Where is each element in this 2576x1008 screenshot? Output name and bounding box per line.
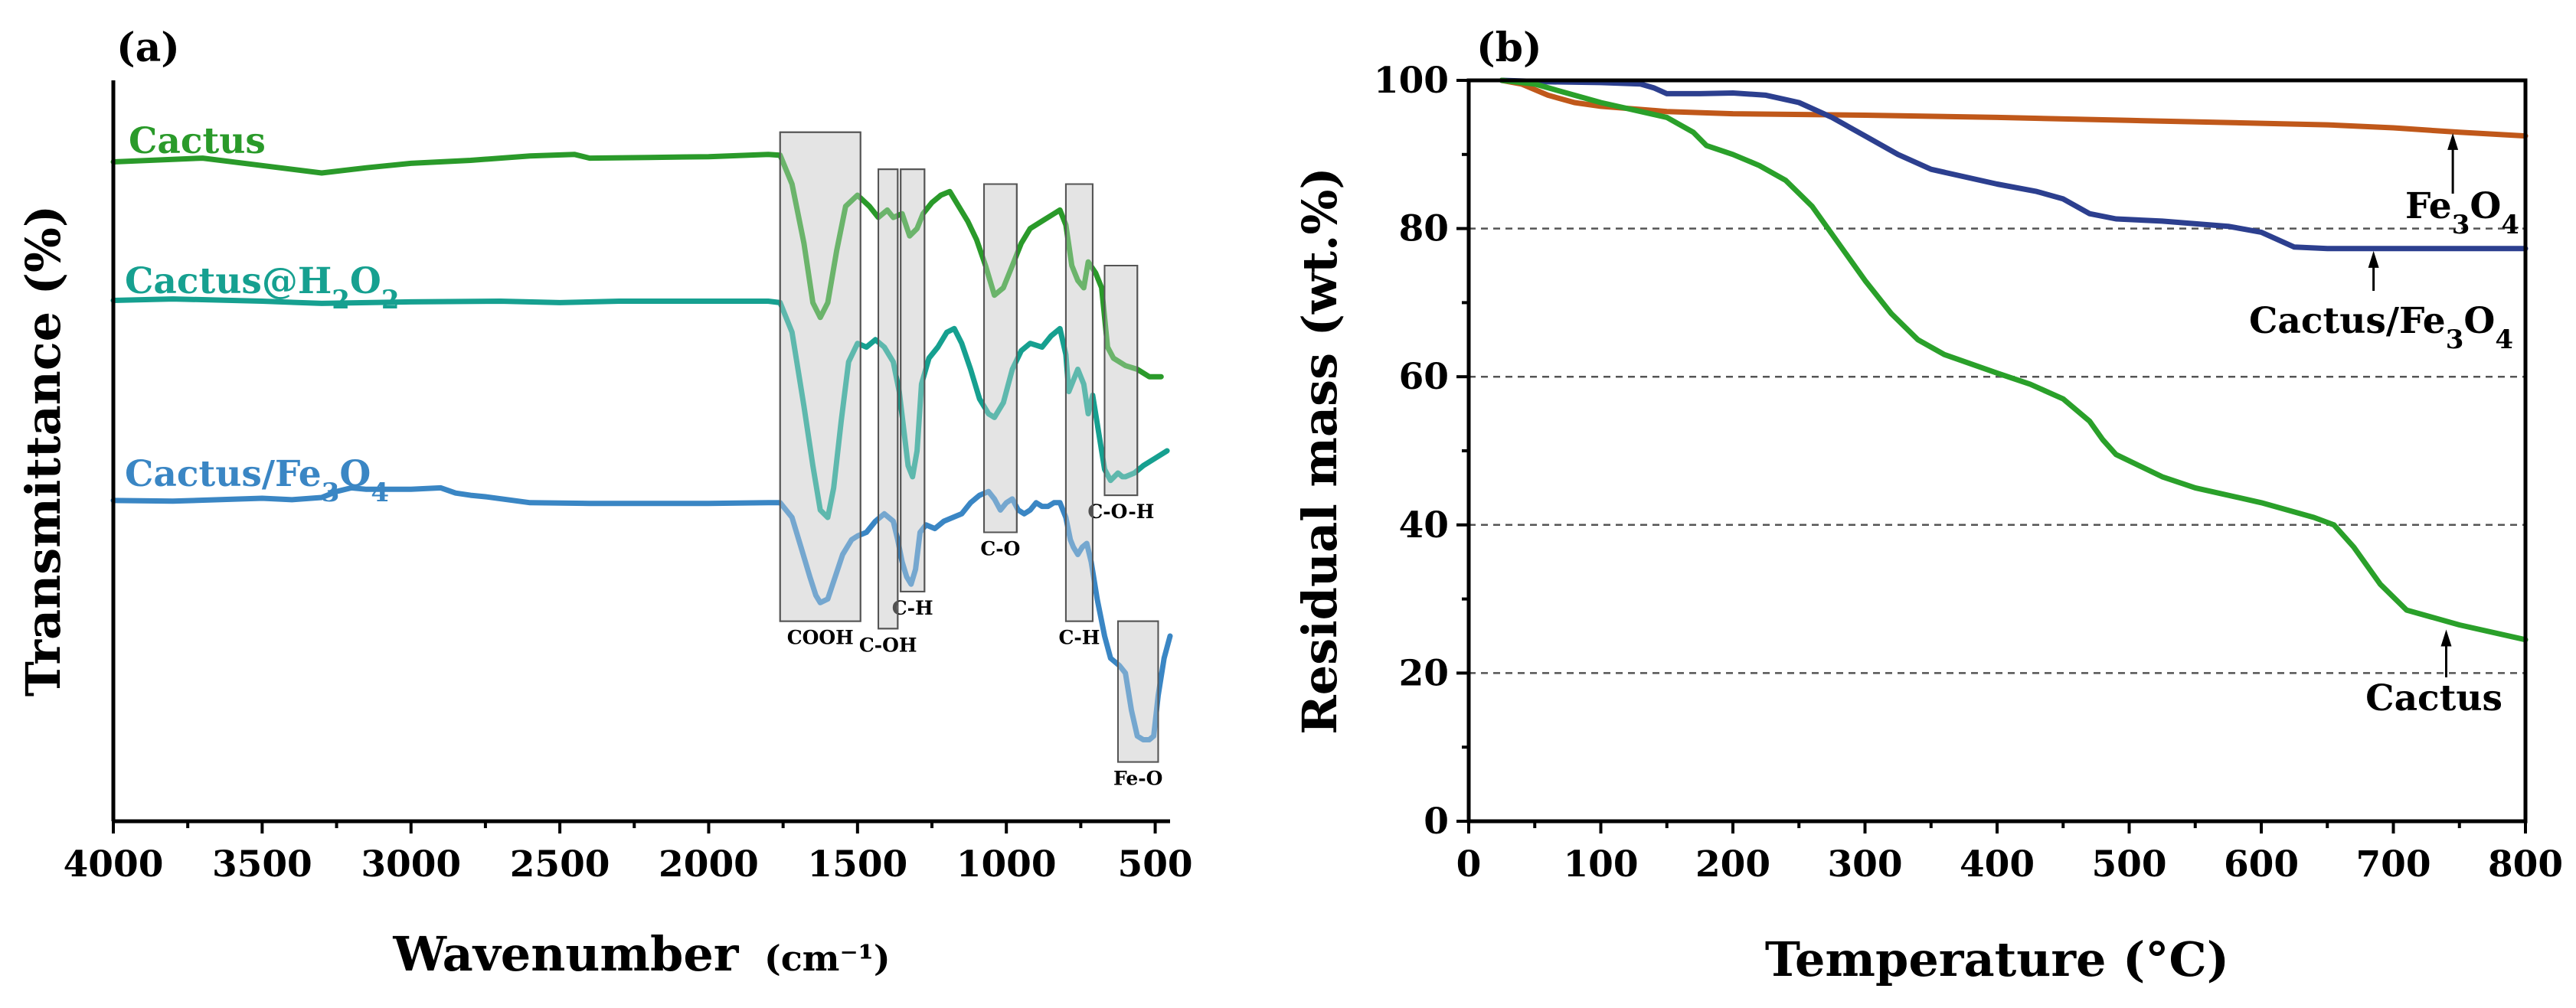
band-label: C-OH xyxy=(859,634,917,656)
y-tick-label: 60 xyxy=(1399,356,1449,398)
y-tick-label: 80 xyxy=(1399,208,1449,250)
ftir-series-label-part: Cactus@H xyxy=(125,260,332,302)
band-label: Fe-O xyxy=(1113,768,1162,790)
tga-series-label-part: 4 xyxy=(2495,325,2513,355)
tga-series-label-part: 3 xyxy=(2446,325,2464,355)
y-tick-label: 40 xyxy=(1399,504,1449,546)
x-tick-label: 2000 xyxy=(659,843,759,886)
tga-series-label-part: 3 xyxy=(2452,210,2470,240)
y-tick-label: 0 xyxy=(1424,801,1449,843)
tga-series-label: Fe3O4 xyxy=(2405,185,2519,240)
ftir-series-label-part: 2 xyxy=(332,285,350,315)
ftir-series-line xyxy=(110,484,1173,742)
tga-series-label-part: Cactus/Fe xyxy=(2249,300,2446,342)
band-overlay xyxy=(1116,620,1159,763)
tga-series-line xyxy=(1499,77,2529,252)
band-labels: COOH C-OH C-H C-O C-H C-O-H Fe-O xyxy=(779,131,1162,790)
ftir-series-label-part: Cactus/Fe xyxy=(125,453,322,495)
x-tick-label: 2500 xyxy=(510,843,610,886)
x-tick-label: 500 xyxy=(1118,843,1193,886)
tga-series-label-part: O xyxy=(2463,300,2495,342)
ftir-series-line xyxy=(110,152,1164,380)
tga-series-label-part: 4 xyxy=(2501,210,2519,240)
ftir-series-label-part: 3 xyxy=(322,478,340,508)
annotation-arrowhead xyxy=(2440,629,2452,647)
tga-series-label: Cactus xyxy=(2365,677,2502,719)
tga-series-label: Cactus/Fe3O4 xyxy=(2249,300,2513,355)
x-tick-label: 3000 xyxy=(361,843,461,886)
annotation-arrowhead xyxy=(2368,250,2379,268)
x-tick-label: 0 xyxy=(1456,843,1482,886)
ftir-series-label-part: 2 xyxy=(381,285,400,315)
x-axis-title-text: Wavenumber xyxy=(392,926,739,982)
x-axis-title: Temperature (°C) xyxy=(1765,931,2229,987)
x-tick-label: 400 xyxy=(1960,843,2035,886)
x-ticks: 4000 3500 3000 2500 2000 1500 1000 500 xyxy=(64,821,1193,886)
x-axis-title: Wavenumber (cm⁻¹) xyxy=(392,926,890,982)
ftir-series-label: Cactus@H2O2 xyxy=(125,260,400,315)
x-ticks: 0 100 200 300 400 500 600 700 800 xyxy=(1456,821,2563,886)
annotation-arrowhead xyxy=(2447,132,2459,150)
ftir-series-label: Cactus/Fe3O4 xyxy=(125,453,389,508)
tga-series-label-part: O xyxy=(2470,185,2501,227)
ftir-curves xyxy=(110,152,1173,742)
band-overlay xyxy=(1064,183,1093,622)
ftir-series-label: Cactus xyxy=(129,120,266,162)
x-tick-label: 800 xyxy=(2488,843,2563,886)
band-overlay xyxy=(779,131,861,622)
x-tick-label: 600 xyxy=(2224,843,2299,886)
gridlines xyxy=(1469,227,2525,674)
x-tick-label: 300 xyxy=(1827,843,1902,886)
y-axis-title: Transmittance (%) xyxy=(15,205,71,697)
band-label: C-O-H xyxy=(1087,501,1154,523)
x-tick-label: 1000 xyxy=(956,843,1057,886)
ftir-series-label-part: 4 xyxy=(371,478,389,508)
x-tick-label: 100 xyxy=(1563,843,1638,886)
band-overlay xyxy=(900,168,926,592)
band-overlay xyxy=(1103,265,1139,497)
tga-series-line xyxy=(1499,77,2529,643)
x-axis-unit: (cm⁻¹) xyxy=(764,938,891,979)
ftir-series-line xyxy=(110,296,1170,520)
ftir-axes xyxy=(111,80,1170,824)
y-ticks: 0 20 40 60 80 100 xyxy=(1374,60,1469,843)
band-label: COOH xyxy=(787,627,854,649)
y-tick-label: 100 xyxy=(1374,60,1449,102)
ftir-series-label-part: Cactus xyxy=(129,120,266,162)
tga-curves xyxy=(1499,77,2529,643)
y-axis-title: Residual mass (wt.%) xyxy=(1292,167,1348,735)
panel-b-label: (b) xyxy=(1476,24,1542,71)
band-overlay xyxy=(878,168,899,630)
ftir-series-label-part: O xyxy=(350,260,381,302)
x-tick-label: 200 xyxy=(1695,843,1770,886)
x-tick-label: 3500 xyxy=(212,843,312,886)
x-tick-label: 500 xyxy=(2091,843,2166,886)
ftir-series-label-part: O xyxy=(339,453,371,495)
band-overlay xyxy=(983,183,1018,533)
y-tick-label: 20 xyxy=(1399,652,1449,694)
band-label: C-H xyxy=(1058,627,1100,649)
x-tick-label: 1500 xyxy=(807,843,907,886)
tga-series-label-part: Cactus xyxy=(2365,677,2502,719)
tga-series-line xyxy=(1499,77,2529,139)
tga-series-label-part: Fe xyxy=(2405,185,2452,227)
x-tick-label: 700 xyxy=(2355,843,2431,886)
panel-a-label: (a) xyxy=(116,24,180,71)
x-tick-label: 4000 xyxy=(64,843,164,886)
band-label: C-H xyxy=(892,597,933,619)
band-label: C-O xyxy=(980,537,1020,559)
